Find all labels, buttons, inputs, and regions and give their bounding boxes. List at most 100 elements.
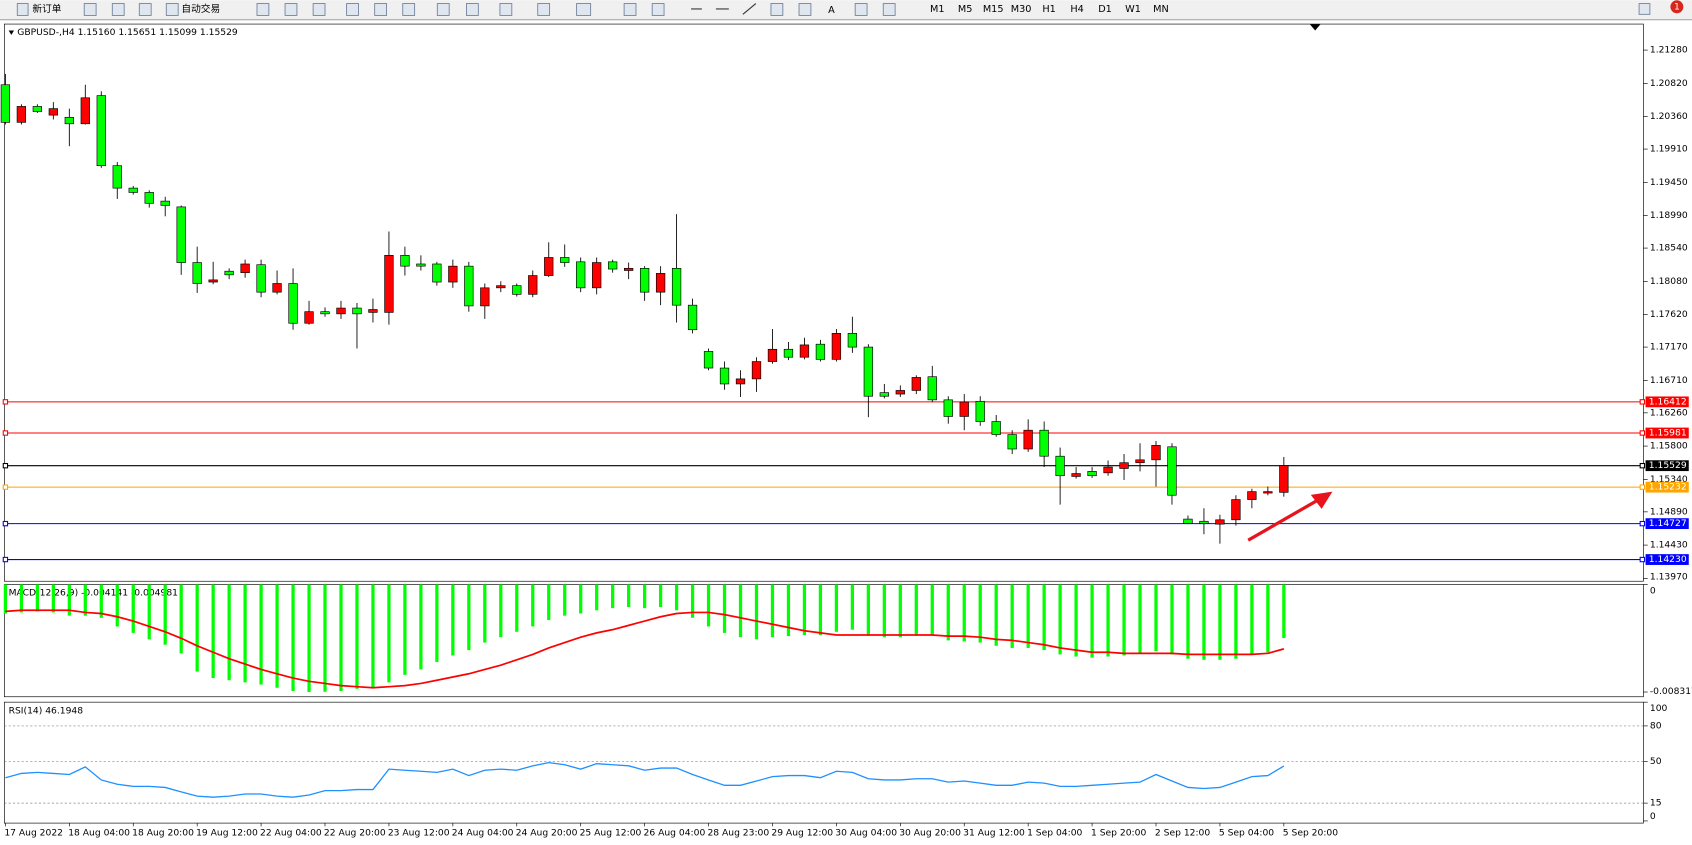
- candle-body: [703, 351, 714, 369]
- price-tag-label: 1.15232: [1649, 482, 1687, 493]
- timeframe-button[interactable]: M15: [983, 4, 1004, 15]
- timeframe-button[interactable]: MN: [1153, 4, 1169, 15]
- y-tick-label: 1.19450: [1650, 177, 1688, 188]
- timeframe-button[interactable]: M1: [930, 4, 945, 15]
- trendline-tool[interactable]: [742, 3, 757, 15]
- price-tag-label: 1.16412: [1649, 396, 1687, 407]
- icon[interactable]: [284, 3, 298, 16]
- arrow-shaft: [1247, 497, 1321, 542]
- macd-bar: [962, 584, 966, 642]
- icon[interactable]: [402, 3, 416, 16]
- macd-bar: [19, 584, 23, 613]
- macd-bar: [419, 584, 423, 670]
- x-tick-label: 29 Aug 12:00: [771, 827, 833, 838]
- search-icon[interactable]: [1638, 3, 1651, 15]
- cursor-icon[interactable]: [623, 3, 637, 16]
- timeframe-button[interactable]: M30: [1011, 4, 1032, 15]
- candle-body: [1263, 491, 1273, 494]
- x-tick-label: 18 Aug 20:00: [132, 827, 194, 838]
- macd-bar: [163, 584, 167, 645]
- timeframe-button[interactable]: H4: [1070, 4, 1083, 15]
- x-tick-label: 24 Aug 20:00: [516, 827, 578, 838]
- x-tick-label: 23 Aug 12:00: [388, 827, 450, 838]
- timeframe-button[interactable]: D1: [1098, 4, 1112, 15]
- macd-bar: [627, 584, 631, 608]
- icon[interactable]: [854, 3, 868, 16]
- y-tick-label: 1.17620: [1650, 309, 1688, 320]
- candle-body: [464, 265, 474, 307]
- icon[interactable]: [537, 3, 551, 16]
- zoom-in-icon[interactable]: [346, 3, 359, 16]
- notification-count: 1: [1674, 1, 1680, 12]
- candle-body: [528, 275, 538, 295]
- icon[interactable]: [882, 3, 896, 16]
- notification-badge[interactable]: [1670, 0, 1684, 14]
- macd-bar: [35, 584, 39, 612]
- x-tick-label: 2 Sep 12:00: [1155, 827, 1210, 838]
- level-end: [1639, 430, 1646, 436]
- macd-bar: [850, 584, 854, 630]
- text-tool[interactable]: A: [828, 5, 835, 16]
- macd-bar: [770, 584, 775, 638]
- icon[interactable]: [111, 3, 125, 16]
- macd-bar: [1122, 584, 1126, 656]
- arrow-head: [1310, 491, 1333, 509]
- macd-bar: [1250, 584, 1254, 655]
- y-tick-label: 100: [1650, 703, 1668, 714]
- macd-bar: [690, 584, 695, 618]
- candle-body: [432, 263, 442, 283]
- icon[interactable]: [436, 3, 450, 16]
- macd-bar: [1170, 584, 1174, 655]
- candle-body: [96, 95, 106, 167]
- macd-bar: [371, 584, 375, 688]
- y-tick-label: 0: [1650, 585, 1656, 596]
- macd-bar: [1138, 584, 1142, 654]
- new-order-icon[interactable]: [16, 3, 29, 16]
- price-tag-label: 1.14230: [1649, 554, 1687, 565]
- macd-bar: [83, 584, 87, 616]
- price-tag-label: 1.15529: [1649, 460, 1687, 471]
- y-tick-label: 0: [1650, 811, 1656, 822]
- auto-trading-icon[interactable]: [165, 3, 179, 16]
- icon[interactable]: [466, 3, 479, 16]
- icon[interactable]: [770, 3, 784, 16]
- candle-body: [879, 392, 889, 397]
- icon[interactable]: [83, 3, 97, 16]
- macd-bar: [1154, 584, 1158, 652]
- icon[interactable]: [576, 3, 592, 16]
- candle-body: [128, 187, 138, 193]
- auto-trading-button[interactable]: 自动交易: [181, 2, 220, 15]
- zoom-out-icon[interactable]: [374, 3, 387, 16]
- x-tick-label: 19 Aug 12:00: [196, 827, 258, 838]
- candle-body: [64, 116, 74, 125]
- macd-bar: [595, 584, 599, 611]
- icon[interactable]: [138, 3, 152, 16]
- candle-body: [416, 263, 426, 267]
- macd-bar: [1186, 584, 1190, 659]
- icon[interactable]: [499, 3, 513, 16]
- candle-body: [1023, 429, 1033, 450]
- macd-bar: [802, 584, 807, 636]
- crosshair-icon[interactable]: [651, 3, 665, 16]
- icon[interactable]: [798, 3, 812, 16]
- timeframe-button[interactable]: M5: [958, 4, 973, 15]
- candle-body: [48, 108, 58, 116]
- timeframe-button[interactable]: H1: [1042, 4, 1055, 15]
- rsi-line: [5, 761, 1285, 798]
- signal-line: [5, 609, 1285, 689]
- price-tag: [1645, 518, 1689, 530]
- new-order-button[interactable]: 新订单: [32, 2, 61, 15]
- macd-bar: [515, 584, 519, 632]
- timeframe-button[interactable]: W1: [1125, 4, 1141, 15]
- macd-bar: [658, 584, 663, 608]
- candle-body: [272, 283, 282, 293]
- candle-body: [448, 265, 458, 283]
- x-tick-label: 24 Aug 04:00: [452, 827, 514, 838]
- level-end: [2, 556, 9, 563]
- icon[interactable]: [256, 3, 270, 16]
- icon[interactable]: [312, 3, 326, 16]
- y-tick-label: 1.16710: [1650, 375, 1688, 386]
- candle-body: [288, 283, 298, 324]
- level-end: [1639, 520, 1646, 527]
